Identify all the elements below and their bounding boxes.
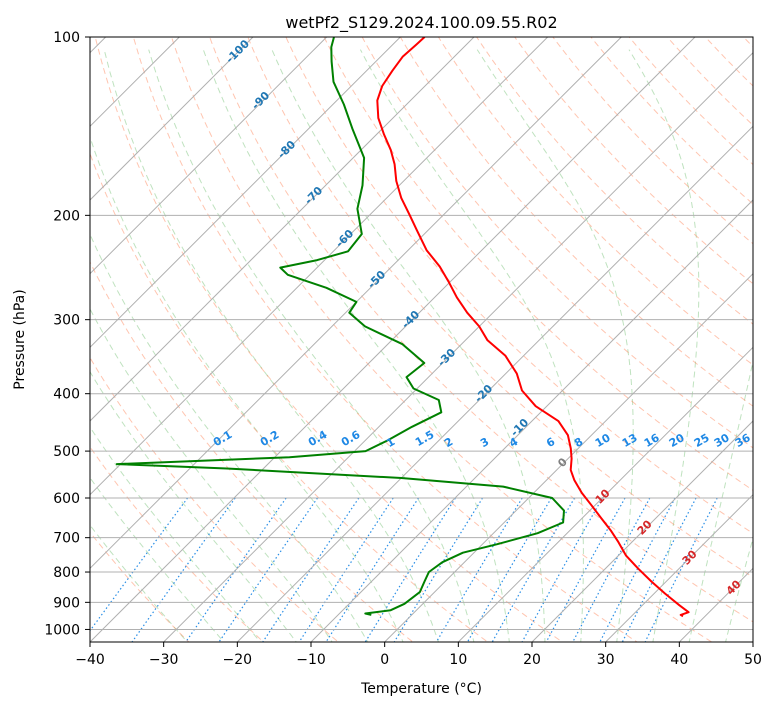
isotherm-line (90, 37, 254, 201)
dry-adiabat-line (590, 37, 753, 205)
moist-adiabat-line (359, 49, 584, 642)
mixing-ratio-line (466, 497, 552, 642)
x-axis-label: Temperature (°C) (360, 681, 482, 697)
y-tick-label: 500 (53, 444, 80, 460)
dry-adiabat-line (90, 531, 190, 642)
moist-adiabat-line (148, 49, 475, 642)
x-tick-label: −20 (223, 652, 253, 668)
mixing-ratio-line (325, 497, 420, 642)
isotherm-line (90, 37, 475, 422)
chart-title: wetPf2_S129.2024.100.09.55.R02 (285, 13, 557, 33)
sounding-profiles (115, 37, 690, 618)
y-tick-label: 400 (53, 387, 80, 403)
mixing-ratio-line (262, 497, 360, 642)
isobar-gridlines (90, 37, 753, 630)
mixing-ratio-line (298, 497, 394, 642)
isotherm-line (90, 37, 549, 496)
dry-adiabats (90, 37, 753, 642)
dry-adiabat-line (132, 37, 638, 642)
y-tick-label: 200 (53, 208, 80, 224)
mixing-ratio-line (572, 497, 651, 642)
isotherm-line (384, 272, 753, 642)
isotherm-line (236, 125, 753, 642)
moist-adiabat-line (90, 476, 225, 642)
y-tick-label: 900 (53, 595, 80, 611)
moist-adiabat-line (688, 358, 753, 642)
isotherm-line (90, 37, 328, 275)
dry-adiabat-line (247, 37, 753, 578)
y-tick-label: 1000 (44, 622, 80, 638)
moist-adiabat-line (90, 370, 297, 642)
dry-adiabat-line (628, 37, 753, 166)
isotherm-line (90, 37, 622, 570)
x-tick-label: 40 (670, 652, 688, 668)
isotherm-line (457, 346, 753, 642)
moist-adiabat-line (90, 524, 188, 642)
moist-adiabat-line (476, 49, 634, 642)
moist-adiabat-line (90, 232, 369, 642)
mixing-ratio-line (435, 497, 523, 642)
moist-adiabat-line (271, 49, 546, 642)
dry-adiabat-line (285, 37, 753, 534)
dry-adiabat-line (90, 260, 414, 642)
y-tick-label: 700 (53, 531, 80, 547)
x-tick-label: −40 (75, 652, 105, 668)
x-tick-label: −30 (149, 652, 179, 668)
moist-adiabat-line (202, 49, 510, 642)
isotherm-line (605, 493, 753, 642)
dry-adiabat-line (399, 37, 753, 407)
isotherm-gridlines (90, 37, 753, 642)
dry-adiabat-line (475, 37, 753, 325)
y-axis-ticks: 100 200 300 400 500 600 700 800 900 1000 (44, 30, 90, 638)
dry-adiabat-line (514, 37, 753, 285)
mixing-ratio-line (491, 497, 576, 642)
dry-adiabat-line (90, 446, 265, 642)
moist-adiabat-line (725, 536, 753, 642)
x-tick-label: 10 (449, 652, 467, 668)
mixing-ratio-line (364, 497, 456, 642)
isotherm-line (310, 199, 753, 642)
x-tick-label: 50 (744, 652, 762, 668)
y-axis-label: Pressure (hPa) (12, 289, 28, 389)
moist-adiabat-line (103, 49, 440, 642)
moist-adiabat-line (628, 49, 700, 642)
dry-adiabat-line (323, 37, 753, 491)
x-tick-label: −10 (296, 652, 326, 668)
dry-adiabat-line (171, 37, 713, 642)
y-tick-label: 600 (53, 491, 80, 507)
mixing-ratio-line (393, 497, 484, 642)
mixing-ratio-line (545, 497, 626, 642)
mixing-ratio-line (218, 497, 318, 642)
x-tick-label: 20 (523, 652, 541, 668)
mixing-ratio-line (131, 497, 236, 642)
plot-frame (89, 36, 754, 643)
x-tick-label: 0 (380, 652, 389, 668)
x-axis-ticks: −40 −30 −20 −10 0 10 20 30 40 50 (75, 642, 762, 668)
temperature-profile-line (376, 37, 690, 618)
isotherm-line (90, 37, 401, 349)
dewpoint-profile-line (115, 37, 565, 616)
dry-adiabat-line (209, 37, 753, 623)
dry-adiabat-line (94, 37, 564, 642)
x-tick-label: 30 (597, 652, 615, 668)
dry-adiabat-line (361, 37, 753, 449)
mixing-ratio-lines (90, 497, 718, 642)
dry-adiabat-line (437, 37, 753, 366)
moist-adiabat-line (90, 135, 404, 642)
y-tick-label: 800 (53, 565, 80, 581)
y-tick-label: 300 (53, 313, 80, 329)
isotherm-line (531, 420, 753, 642)
isotherm-line (163, 51, 753, 642)
y-tick-label: 100 (53, 30, 80, 46)
